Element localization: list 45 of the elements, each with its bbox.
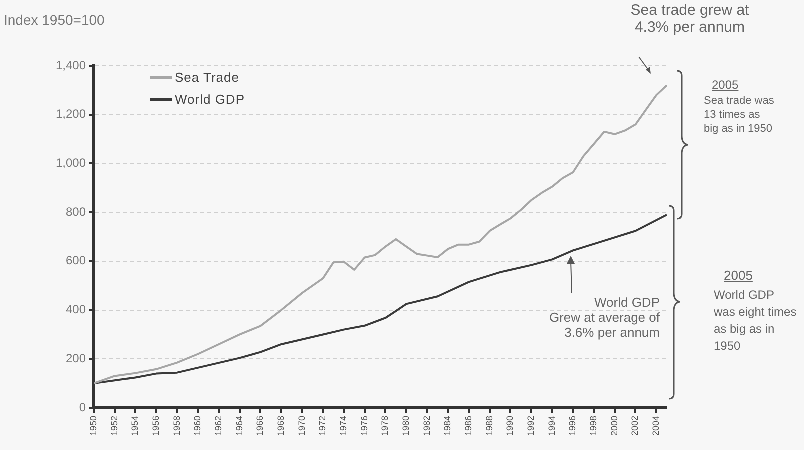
text: Sea trade was 13 times as big as in 1950: [704, 94, 776, 136]
y-tick-label: 400: [66, 302, 86, 317]
x-tick-label: 2004: [651, 416, 662, 436]
annotation: World GDP Grew at average of 3.6% per annum: [548, 295, 660, 340]
text: World GDP was eight times as big as in 1950: [714, 287, 798, 355]
x-tick-label: 2002: [630, 416, 640, 436]
x-tick-label: 1996: [568, 416, 578, 436]
x-tick-label: 1958: [172, 416, 182, 436]
x-tick-label: 1968: [276, 416, 286, 436]
x-tick-label: 1988: [484, 416, 494, 436]
x-tick-label: 1974: [338, 416, 349, 436]
x-tick-label: 1992: [526, 416, 536, 436]
x-tick-label: 1956: [150, 416, 161, 436]
x-tick-label: 1990: [505, 416, 516, 436]
x-tick-label: 1960: [192, 416, 203, 436]
y-tick-label: 200: [66, 351, 86, 366]
y-tick-label: 1,400: [56, 58, 86, 72]
x-tick-label: 1986: [464, 416, 474, 436]
x-tick-label: 1964: [234, 416, 244, 436]
x-tick-label: 1966: [255, 416, 266, 436]
y-axis-title: Index 1950=100: [4, 12, 105, 28]
y-tick-label: 0: [79, 400, 86, 414]
y-tick-label: 600: [66, 254, 86, 268]
y-tick-label: 1,000: [56, 156, 86, 170]
x-tick-label: 1978: [380, 416, 390, 436]
y-tick-label: 1,200: [56, 107, 86, 122]
x-tick-label: 2000: [609, 416, 620, 436]
x-tick-label: 1976: [359, 416, 370, 436]
x-tick-label: 1962: [214, 416, 224, 436]
x-tick-label: 1998: [588, 416, 599, 436]
x-tick-label: 1982: [422, 416, 432, 436]
x-tick-label: 1954: [130, 416, 140, 436]
x-tick-label: 1972: [318, 416, 328, 436]
x-tick-label: 1984: [442, 416, 453, 436]
text: 2005: [724, 268, 753, 283]
x-tick-label: 1980: [401, 416, 412, 436]
x-tick-label: 1994: [546, 416, 557, 436]
x-tick-label: 1970: [296, 416, 307, 436]
legend-label: Sea Trade: [175, 70, 240, 84]
y-tick-label: 800: [66, 204, 86, 219]
x-tick-label: 1950: [88, 416, 98, 436]
text: 2005: [712, 78, 739, 92]
legend-label: World GDP: [175, 92, 245, 106]
text: Sea trade grew at 4.3% per annum: [630, 2, 750, 36]
x-tick-label: 1952: [109, 416, 120, 436]
